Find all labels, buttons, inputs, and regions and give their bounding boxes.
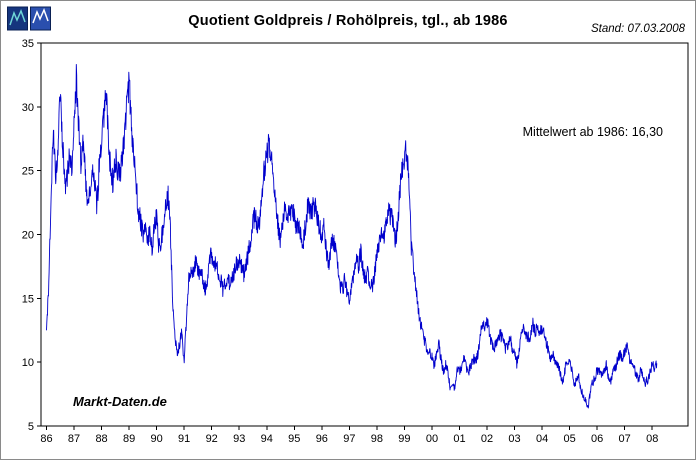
svg-text:25: 25 [22,166,34,178]
svg-text:89: 89 [123,433,135,445]
svg-text:95: 95 [288,433,300,445]
svg-text:97: 97 [343,433,355,445]
logo-icon [7,6,53,32]
svg-text:20: 20 [22,230,34,242]
svg-text:87: 87 [68,433,80,445]
svg-text:01: 01 [453,433,465,445]
svg-text:86: 86 [40,433,52,445]
svg-text:96: 96 [316,433,328,445]
svg-text:88: 88 [95,433,107,445]
svg-text:94: 94 [261,433,273,445]
svg-text:35: 35 [22,38,34,50]
svg-text:06: 06 [591,433,603,445]
page-title: Quotient Goldpreis / Rohölpreis, tgl., a… [188,13,508,29]
svg-text:90: 90 [151,433,163,445]
svg-text:98: 98 [371,433,383,445]
svg-text:91: 91 [178,433,190,445]
svg-text:07: 07 [619,433,631,445]
svg-text:92: 92 [206,433,218,445]
svg-text:00: 00 [426,433,438,445]
svg-text:10: 10 [22,357,34,369]
stand-date: Stand: 07.03.2008 [591,23,685,35]
svg-text:03: 03 [508,433,520,445]
svg-text:05: 05 [563,433,575,445]
svg-text:02: 02 [481,433,493,445]
svg-text:15: 15 [22,293,34,305]
svg-text:5: 5 [28,421,34,433]
svg-text:30: 30 [22,102,34,114]
svg-text:99: 99 [398,433,410,445]
watermark-text: Markt-Daten.de [73,394,167,409]
mean-annotation: Mittelwert ab 1986: 16,30 [522,125,663,139]
svg-text:08: 08 [646,433,658,445]
svg-text:04: 04 [536,433,548,445]
svg-text:93: 93 [233,433,245,445]
